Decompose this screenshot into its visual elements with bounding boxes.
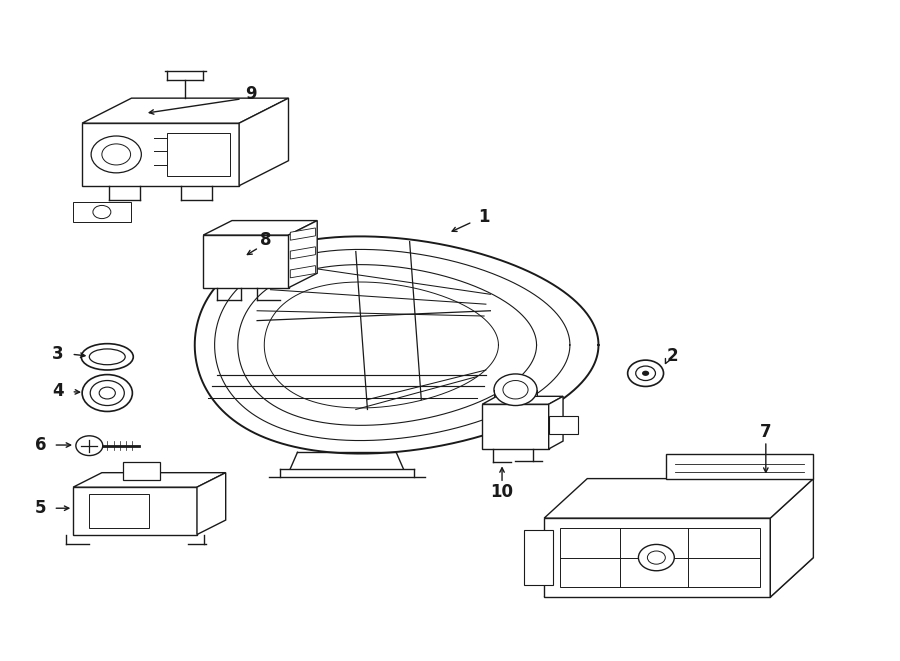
Text: 3: 3 bbox=[52, 344, 64, 362]
Polygon shape bbox=[770, 479, 814, 597]
Polygon shape bbox=[239, 98, 289, 186]
Polygon shape bbox=[544, 558, 814, 597]
Text: 2: 2 bbox=[667, 346, 679, 364]
Circle shape bbox=[642, 371, 649, 376]
Polygon shape bbox=[544, 479, 814, 518]
Text: 5: 5 bbox=[35, 499, 47, 517]
Polygon shape bbox=[482, 397, 563, 405]
Polygon shape bbox=[544, 518, 770, 597]
Circle shape bbox=[638, 545, 674, 570]
Ellipse shape bbox=[89, 349, 125, 365]
Polygon shape bbox=[82, 98, 289, 123]
Polygon shape bbox=[549, 416, 579, 434]
Polygon shape bbox=[122, 462, 160, 480]
Polygon shape bbox=[549, 397, 563, 449]
Polygon shape bbox=[73, 487, 197, 535]
Text: 1: 1 bbox=[478, 208, 490, 226]
Polygon shape bbox=[73, 473, 226, 487]
Circle shape bbox=[82, 375, 132, 411]
Polygon shape bbox=[482, 405, 549, 449]
Polygon shape bbox=[203, 235, 289, 288]
Polygon shape bbox=[291, 228, 315, 240]
Polygon shape bbox=[89, 494, 149, 528]
Circle shape bbox=[76, 436, 103, 455]
Text: 7: 7 bbox=[760, 423, 771, 441]
Polygon shape bbox=[291, 247, 315, 259]
Polygon shape bbox=[561, 528, 760, 587]
Polygon shape bbox=[194, 237, 599, 453]
Ellipse shape bbox=[81, 344, 133, 370]
Polygon shape bbox=[197, 473, 226, 535]
Text: 4: 4 bbox=[52, 382, 64, 400]
Polygon shape bbox=[666, 453, 814, 479]
Circle shape bbox=[627, 360, 663, 387]
Text: 8: 8 bbox=[260, 231, 272, 249]
Circle shape bbox=[90, 381, 124, 406]
Polygon shape bbox=[291, 266, 315, 278]
Polygon shape bbox=[167, 133, 230, 176]
Polygon shape bbox=[203, 221, 317, 235]
Text: 10: 10 bbox=[491, 483, 514, 501]
Polygon shape bbox=[73, 202, 131, 222]
Polygon shape bbox=[289, 221, 317, 288]
Polygon shape bbox=[82, 123, 239, 186]
Text: 9: 9 bbox=[245, 85, 256, 102]
Text: 6: 6 bbox=[35, 436, 47, 454]
Circle shape bbox=[494, 374, 537, 406]
Polygon shape bbox=[525, 530, 554, 585]
